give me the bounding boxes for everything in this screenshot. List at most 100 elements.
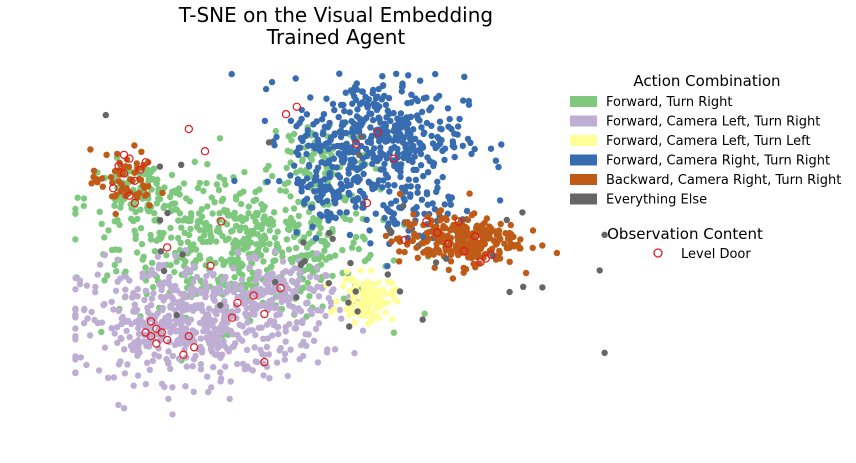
data-point [397,173,404,180]
data-point [133,249,141,256]
data-point [123,327,130,335]
data-point [88,180,95,187]
data-point [479,224,486,232]
data-point [148,295,156,302]
overlay-legend-marker [653,248,663,258]
legend-title: Action Combination [633,72,780,90]
overlay-legend-label: Level Door [681,247,751,262]
data-point [458,233,465,240]
data-point [325,145,332,153]
data-point [167,302,174,310]
data-point [379,73,386,80]
data-point [331,106,338,114]
data-point [253,209,260,217]
data-point [307,306,314,314]
data-point [139,274,146,281]
data-point [245,210,252,217]
level-door-point [141,158,150,167]
data-point [322,271,329,279]
data-point [388,228,395,236]
data-point [496,247,503,255]
level-door-point [130,198,139,208]
data-point [414,254,421,261]
data-point [257,252,265,259]
data-point [219,195,227,203]
data-point [382,289,389,297]
data-point [333,298,340,305]
data-point [432,144,439,152]
data-point [301,200,308,207]
data-point [303,299,310,306]
data-point [264,321,271,328]
data-point [349,156,357,163]
data-point [196,218,204,225]
data-point [351,349,358,357]
data-point [329,163,336,171]
data-point [377,148,384,156]
data-point [473,253,480,260]
data-point [282,206,289,214]
data-point [94,271,101,278]
data-point [197,361,205,368]
data-point [183,363,190,370]
data-point [522,269,530,277]
data-point [304,279,311,287]
data-point [295,151,302,158]
data-point [72,210,79,217]
data-point [165,395,172,403]
data-point [413,112,421,119]
data-point [283,236,291,243]
data-point [298,184,305,191]
data-point [217,369,224,376]
data-point [204,203,211,210]
data-point [160,267,168,275]
data-point [448,194,455,201]
level-door-point [249,291,258,300]
data-point [159,189,166,197]
data-point [348,244,356,251]
data-point [330,286,337,293]
data-point [335,113,342,121]
data-point [176,327,183,334]
data-point [451,144,458,151]
data-point [262,246,270,253]
data-point [130,382,137,389]
data-point [193,223,201,230]
data-point [294,176,302,183]
data-point [503,216,510,224]
data-point [72,205,79,213]
data-point [377,144,384,151]
data-point [201,279,209,286]
level-door-point [400,235,409,245]
data-point [292,244,300,252]
data-point [314,307,321,314]
data-point [309,223,316,230]
data-point [156,337,164,344]
data-point [101,344,109,351]
data-point [336,209,343,216]
data-point [295,212,302,220]
data-point [601,231,608,238]
data-point [354,308,361,315]
data-point [204,373,211,380]
data-point [295,198,302,205]
data-point [176,191,183,198]
data-point [224,210,232,218]
data-point [389,137,397,144]
data-point [345,170,352,177]
data-point [369,90,376,97]
data-point [506,288,513,296]
data-point [467,139,474,146]
data-point [464,232,471,240]
data-point [304,131,311,138]
data-point [267,215,274,223]
data-point [404,219,411,226]
data-point [234,307,241,314]
data-point [303,150,310,158]
data-point [287,193,294,200]
data-point [374,290,381,297]
data-point [418,240,425,247]
data-point [176,340,184,347]
data-point [384,262,391,270]
level-door-point [141,328,150,337]
